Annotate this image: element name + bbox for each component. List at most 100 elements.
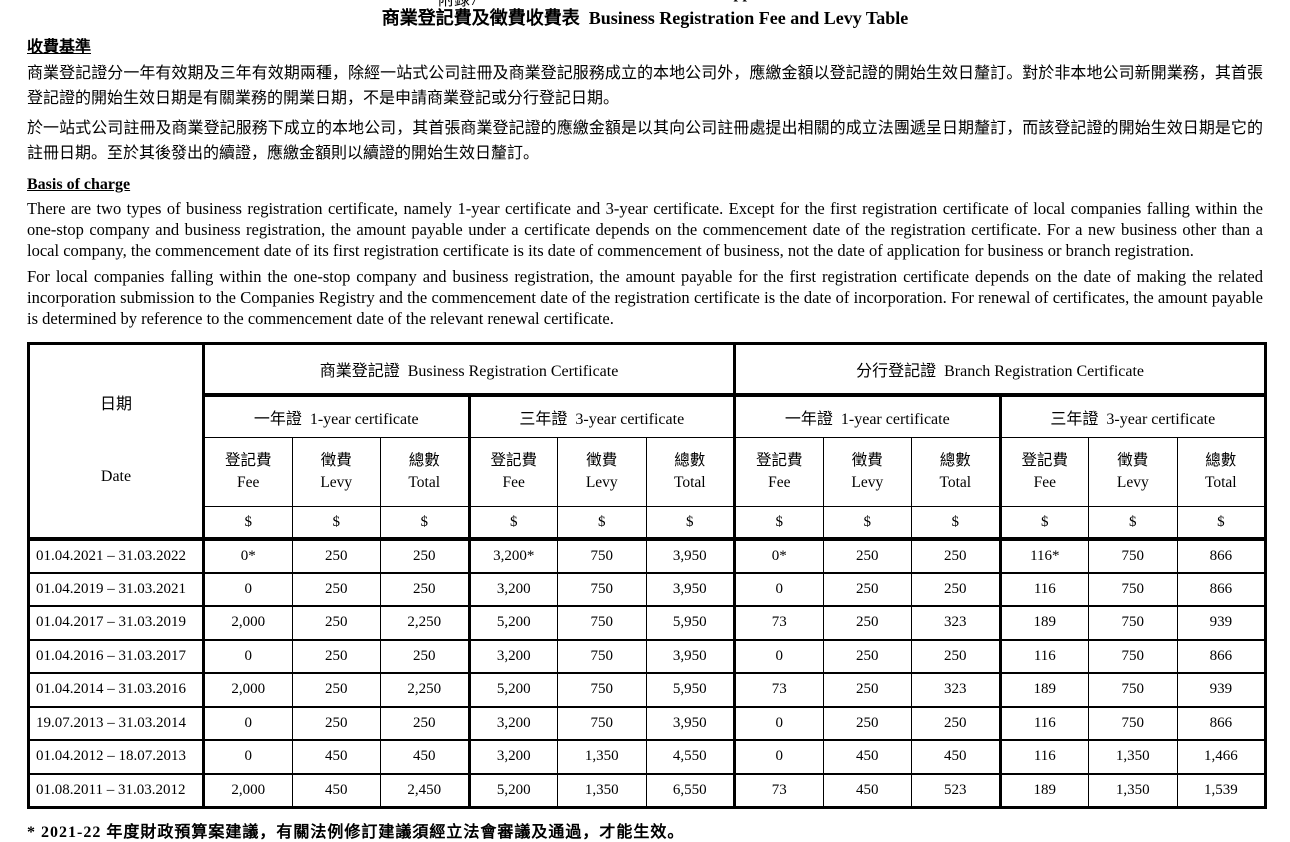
currency-symbol: $ xyxy=(467,506,558,542)
value-cell: 73 xyxy=(733,772,824,808)
value-cell: 323 xyxy=(911,672,1001,707)
value-cell: 0 xyxy=(733,638,824,674)
value-cell: 3,950 xyxy=(645,705,736,741)
value-cell: 2,000 xyxy=(202,672,293,707)
currency-symbol: $ xyxy=(822,506,913,542)
table-row: 01.04.2016 – 31.03.2017 0 250 250 3,200 … xyxy=(28,638,1267,674)
value-cell: 250 xyxy=(291,571,381,607)
clipped-previous-line: 附錄7 Appendix 7 xyxy=(0,0,1290,7)
value-cell: 250 xyxy=(380,538,470,573)
value-cell: 450 xyxy=(911,739,1001,774)
value-cell: 750 xyxy=(1088,538,1178,573)
paragraph-zh-2: 於一站式公司註冊及商業登記服務下成立的本地公司，其首張商業登記證的應繳金額是以其… xyxy=(27,120,1263,162)
value-cell: 750 xyxy=(1088,571,1178,607)
value-cell: 5,200 xyxy=(467,672,558,707)
value-cell: 450 xyxy=(822,739,913,774)
value-cell: 866 xyxy=(1176,571,1267,607)
cert-header-brc-1-year: 一年證 1-year certificate xyxy=(202,394,470,439)
value-cell: 0 xyxy=(202,705,293,741)
date-header-en: Date xyxy=(100,468,132,485)
value-cell: 1,350 xyxy=(1088,772,1178,808)
cert-header-branch-1-year: 一年證 1-year certificate xyxy=(733,394,1001,439)
value-cell: 939 xyxy=(1176,672,1267,707)
currency-symbol: $ xyxy=(557,506,647,542)
value-cell: 1,466 xyxy=(1176,739,1267,774)
value-cell: 250 xyxy=(291,538,381,573)
currency-symbol: $ xyxy=(733,506,824,542)
value-cell: 250 xyxy=(291,705,381,741)
value-cell: 750 xyxy=(557,638,647,674)
value-cell: 3,200 xyxy=(467,739,558,774)
value-cell: 450 xyxy=(291,772,381,808)
value-cell: 116 xyxy=(998,571,1090,607)
table-currency-row: $ $ $ $ $ $ $ $ $ $ $ $ xyxy=(29,506,1267,542)
value-cell: 450 xyxy=(380,739,470,774)
value-cell: 450 xyxy=(291,739,381,774)
date-cell: 01.08.2011 – 31.03.2012 xyxy=(28,772,204,808)
value-cell: 2,250 xyxy=(380,605,470,640)
paragraph-en-1: There are two types of business registra… xyxy=(27,199,1263,260)
currency-symbol: $ xyxy=(998,506,1090,542)
value-cell: 939 xyxy=(1176,605,1267,640)
column-header-fee: 登記費 Fee xyxy=(998,437,1090,508)
column-header-levy: 徵費 Levy xyxy=(291,437,381,508)
table-row: 01.04.2021 – 31.03.2022 0* 250 250 3,200… xyxy=(28,538,1267,573)
value-cell: 250 xyxy=(911,638,1001,674)
value-cell: 250 xyxy=(911,705,1001,741)
column-header-fee: 登記費 Fee xyxy=(467,437,558,508)
value-cell: 750 xyxy=(557,538,647,573)
value-cell: 750 xyxy=(1088,705,1178,741)
value-cell: 523 xyxy=(911,772,1001,808)
value-cell: 0 xyxy=(733,705,824,741)
date-cell: 01.04.2019 – 31.03.2021 xyxy=(28,571,204,607)
date-header-zh: 日期 xyxy=(99,396,132,413)
table-certificate-header-row: 一年證 1-year certificate 三年證 3-year certif… xyxy=(29,394,1267,439)
value-cell: 250 xyxy=(911,571,1001,607)
value-cell: 1,350 xyxy=(557,739,647,774)
paragraph-en-2: For local companies falling within the o… xyxy=(27,267,1263,328)
table-row: 01.04.2017 – 31.03.2019 2,000 250 2,250 … xyxy=(28,605,1267,640)
value-cell: 250 xyxy=(291,672,381,707)
value-cell: 250 xyxy=(291,638,381,674)
value-cell: 2,000 xyxy=(202,605,293,640)
value-cell: 750 xyxy=(1088,672,1178,707)
fee-and-levy-table: 日期 Date 商業登記證 Business Registration Cert… xyxy=(27,342,1268,809)
currency-symbol: $ xyxy=(645,506,736,542)
value-cell: 250 xyxy=(291,605,381,640)
value-cell: 5,950 xyxy=(645,672,736,707)
value-cell: 866 xyxy=(1176,705,1267,741)
value-cell: 450 xyxy=(822,772,913,808)
table-row: 19.07.2013 – 31.03.2014 0 250 250 3,200 … xyxy=(28,705,1267,741)
value-cell: 750 xyxy=(557,705,647,741)
value-cell: 5,950 xyxy=(645,605,736,640)
value-cell: 2,450 xyxy=(380,772,470,808)
clipped-text-zh: 附錄7 xyxy=(438,0,478,7)
value-cell: 189 xyxy=(998,772,1090,808)
value-cell: 250 xyxy=(822,638,913,674)
value-cell: 0 xyxy=(202,638,293,674)
cert-header-brc-3-year: 三年證 3-year certificate xyxy=(467,394,736,439)
currency-symbol: $ xyxy=(1176,506,1267,542)
table-row: 01.08.2011 – 31.03.2012 2,000 450 2,450 … xyxy=(28,772,1267,808)
currency-symbol: $ xyxy=(380,506,470,542)
value-cell: 3,950 xyxy=(645,638,736,674)
cert-header-branch-3-year: 三年證 3-year certificate xyxy=(998,394,1267,439)
value-cell: 2,250 xyxy=(380,672,470,707)
date-cell: 01.04.2017 – 31.03.2019 xyxy=(28,605,204,640)
currency-symbol: $ xyxy=(202,506,293,542)
value-cell: 4,550 xyxy=(645,739,736,774)
date-cell: 01.04.2012 – 18.07.2013 xyxy=(28,739,204,774)
value-cell: 250 xyxy=(380,705,470,741)
value-cell: 250 xyxy=(822,672,913,707)
date-cell: 01.04.2016 – 31.03.2017 xyxy=(28,638,204,674)
column-header-total: 總數 Total xyxy=(911,437,1001,508)
value-cell: 5,200 xyxy=(467,605,558,640)
date-cell: 01.04.2021 – 31.03.2022 xyxy=(28,538,204,573)
value-cell: 189 xyxy=(998,605,1090,640)
value-cell: 250 xyxy=(380,571,470,607)
column-header-total: 總數 Total xyxy=(645,437,736,508)
value-cell: 116 xyxy=(998,705,1090,741)
column-header-fee: 登記費 Fee xyxy=(202,437,293,508)
page-title: 商業登記費及徵費收費表 Business Registration Fee an… xyxy=(381,8,909,28)
